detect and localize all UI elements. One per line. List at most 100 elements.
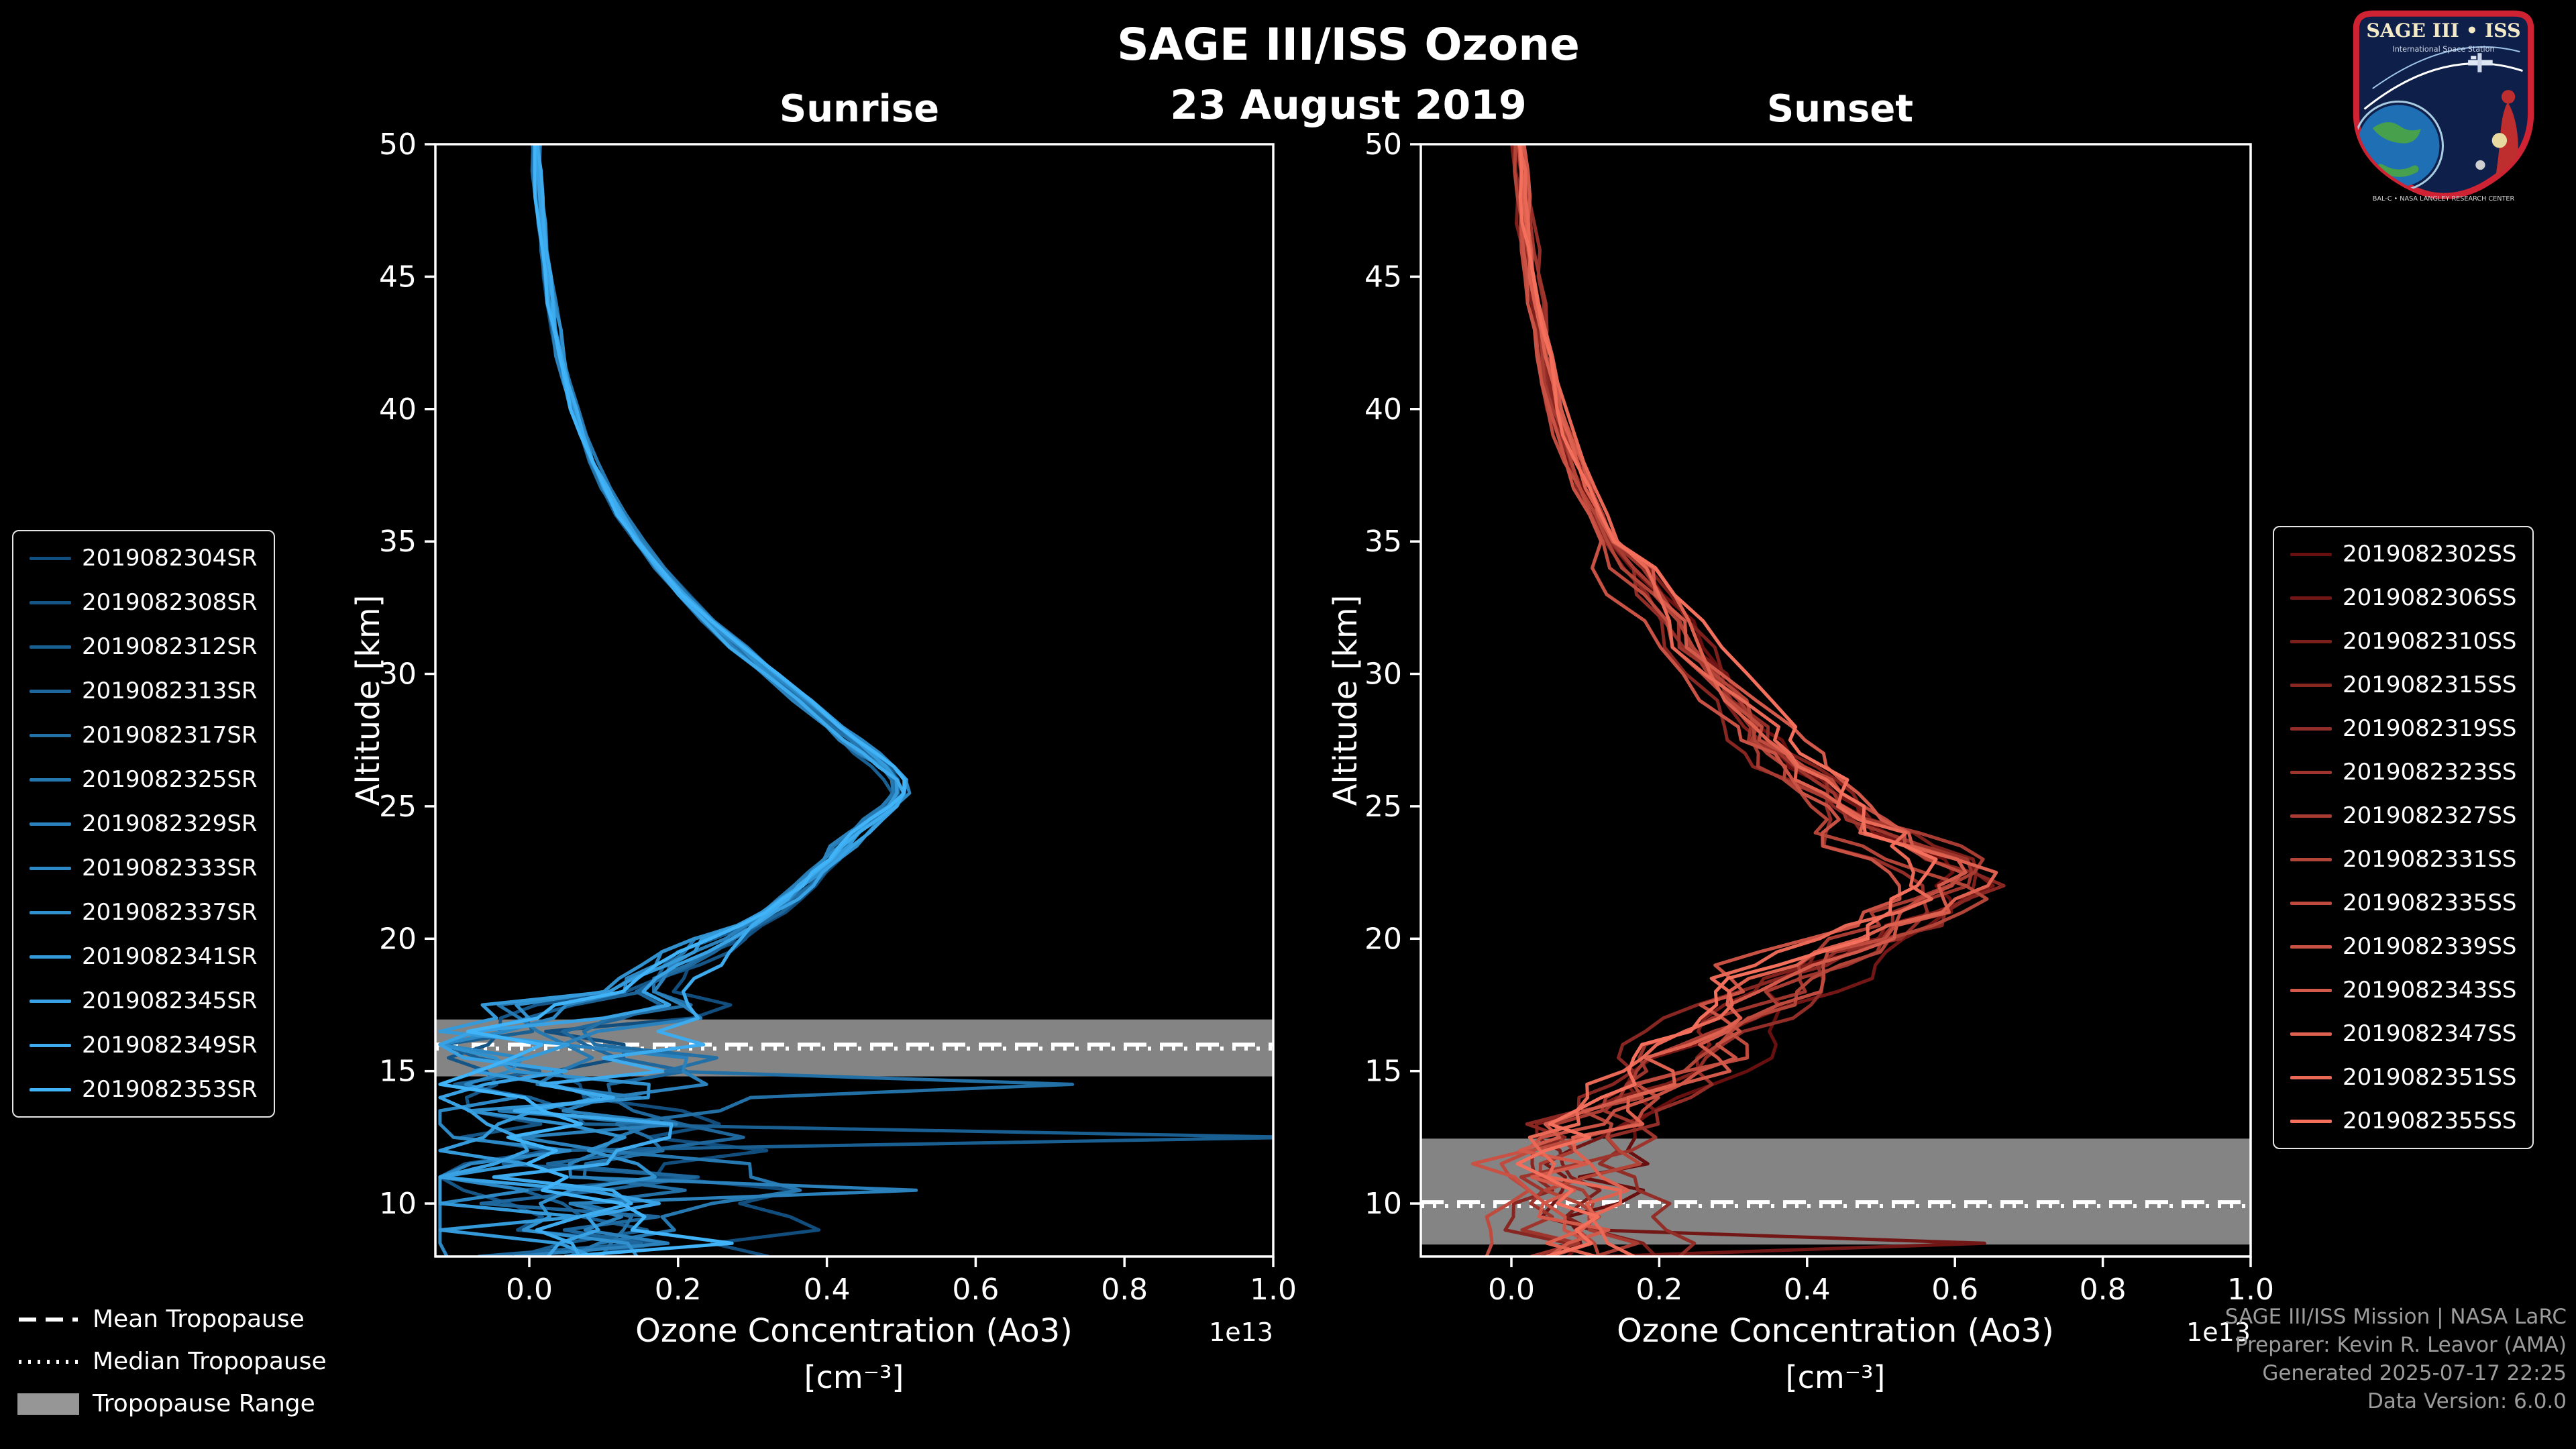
legend-line-sample: [2290, 727, 2332, 731]
legend-item-label: 2019082313SR: [82, 678, 258, 704]
tropopause-legend-item: Median Tropopause: [17, 1348, 327, 1375]
legend-item-label: 2019082353SR: [82, 1076, 258, 1103]
legend-item: 2019082315SS: [2290, 672, 2516, 698]
tropopause-legend: Mean Tropopause Median Tropopause Tropopau…: [17, 1305, 327, 1417]
legend-line-sample: [2290, 901, 2332, 905]
sunset-xaxis-label: Ozone Concentration (Ao3): [1617, 1312, 2054, 1350]
sunset-xaxis-units: [cm⁻³]: [1785, 1359, 1886, 1395]
legend-item: 2019082302SS: [2290, 541, 2516, 568]
legend-item: 2019082339SS: [2290, 933, 2516, 960]
profile-2019082347SS: [1519, 144, 1998, 1256]
legend-item: 2019082331SS: [2290, 846, 2516, 873]
patch-orbit-line-2: [2372, 46, 2520, 89]
svg-text:1.0: 1.0: [1250, 1273, 1297, 1307]
svg-text:10: 10: [1364, 1187, 1402, 1221]
legend-item-label: 2019082306SS: [2343, 584, 2517, 611]
svg-text:15: 15: [379, 1055, 417, 1089]
legend-line-sample: [30, 910, 71, 914]
legend-line-sample: [2290, 857, 2332, 861]
legend-item: 2019082325SR: [30, 766, 258, 793]
profile-2019082351SS: [1517, 144, 1933, 1256]
dashed-line-sample: [19, 1317, 78, 1322]
profile-2019082327SS: [1519, 144, 1985, 1256]
legend-line-sample: [2290, 639, 2332, 643]
legend-line-sample: [30, 822, 71, 826]
mission-patch-logo: SAGE III • ISS International Space Stati…: [2353, 10, 2534, 203]
tropopause-legend-item: Tropopause Range: [17, 1390, 327, 1417]
legend-item-label: 2019082310SS: [2343, 628, 2517, 655]
svg-text:0.4: 0.4: [804, 1273, 851, 1307]
svg-text:25: 25: [1364, 790, 1402, 824]
legend-line-sample: [30, 645, 71, 649]
legend-item-label: 2019082317SR: [82, 722, 258, 749]
legend-line-sample: [30, 955, 71, 959]
legend-line-sample: [2290, 683, 2332, 687]
svg-text:30: 30: [379, 657, 417, 692]
sunrise-yaxis-label: Altitude [km]: [350, 594, 387, 806]
svg-text:30: 30: [1364, 657, 1402, 692]
legend-item-label: 2019082327SS: [2343, 802, 2517, 829]
legend-item: 2019082333SR: [30, 855, 258, 881]
credit-line-version: Data Version: 6.0.0: [2367, 1389, 2567, 1413]
legend-item-label: 2019082323SS: [2343, 759, 2517, 786]
patch-subtitle: International Space Station: [2392, 45, 2494, 54]
legend-item: 2019082313SR: [30, 678, 258, 704]
legend-item: 2019082329SR: [30, 810, 258, 837]
legend-item-label: 2019082302SS: [2343, 541, 2517, 568]
legend-item-label: 2019082325SR: [82, 766, 258, 793]
legend-line-sample: [30, 600, 71, 604]
legend-line-sample: [30, 556, 71, 560]
legend-item-label: 2019082333SR: [82, 855, 258, 881]
legend-item-label: 2019082351SS: [2343, 1064, 2517, 1091]
legend-line-sample: [2290, 945, 2332, 949]
legend-item-label: 2019082304SR: [82, 545, 258, 572]
tropopause-legend-label: Tropopause Range: [93, 1390, 315, 1417]
svg-text:35: 35: [379, 525, 417, 559]
legend-item-label: 2019082337SR: [82, 899, 258, 926]
credit-line-generated: Generated 2025-07-17 22:25: [2262, 1361, 2567, 1385]
legend-line-sample: [30, 733, 71, 737]
legend-item-label: 2019082315SS: [2343, 672, 2517, 698]
patch-ring-text: BAL-C • NASA LANGLEY RESEARCH CENTER: [2373, 195, 2515, 203]
legend-item: 2019082355SS: [2290, 1108, 2516, 1134]
svg-text:40: 40: [1364, 392, 1402, 427]
legend-item-label: 2019082335SS: [2343, 890, 2517, 916]
svg-text:35: 35: [1364, 525, 1402, 559]
svg-text:0.4: 0.4: [1784, 1273, 1831, 1307]
legend-item-label: 2019082355SS: [2343, 1108, 2517, 1134]
patch-earth-land: [2372, 122, 2421, 144]
svg-text:1.0: 1.0: [2227, 1273, 2274, 1307]
legend-item: 2019082323SS: [2290, 759, 2516, 786]
legend-item: 2019082345SR: [30, 987, 258, 1014]
legend-item-label: 2019082319SS: [2343, 715, 2517, 742]
svg-text:45: 45: [1364, 260, 1402, 294]
profile-2019082339SS: [1470, 144, 1902, 1256]
legend-item-label: 2019082341SR: [82, 943, 258, 970]
svg-text:20: 20: [379, 922, 417, 956]
svg-text:0.0: 0.0: [506, 1273, 553, 1307]
svg-text:0.2: 0.2: [655, 1273, 702, 1307]
legend-item-label: 2019082308SR: [82, 589, 258, 616]
legend-item: 2019082349SR: [30, 1032, 258, 1059]
legend-item: 2019082327SS: [2290, 802, 2516, 829]
patch-sage-figure-head: [2501, 90, 2516, 104]
legend-line-sample: [2290, 814, 2332, 818]
legend-line-sample: [2290, 1032, 2332, 1036]
legend-item: 2019082310SS: [2290, 628, 2516, 655]
legend-line-sample: [30, 866, 71, 870]
profile-2019082313SR: [478, 144, 899, 1256]
legend-item-label: 2019082345SR: [82, 987, 258, 1014]
svg-text:0.6: 0.6: [1931, 1273, 1978, 1307]
patch-orbit-line: [2363, 62, 2523, 110]
sunrise-x-offset-text: 1e13: [1209, 1318, 1273, 1347]
legend-item-label: 2019082347SS: [2343, 1020, 2517, 1047]
sunrise-panel-title: Sunrise: [779, 87, 940, 131]
figure-date: 23 August 2019: [1170, 82, 1527, 129]
legend-item: 2019082337SR: [30, 899, 258, 926]
profile-2019082353SR: [438, 144, 906, 1256]
profile-2019082302SS: [1517, 144, 1955, 1256]
legend-item-label: 2019082312SR: [82, 633, 258, 660]
svg-text:0.8: 0.8: [2080, 1273, 2127, 1307]
